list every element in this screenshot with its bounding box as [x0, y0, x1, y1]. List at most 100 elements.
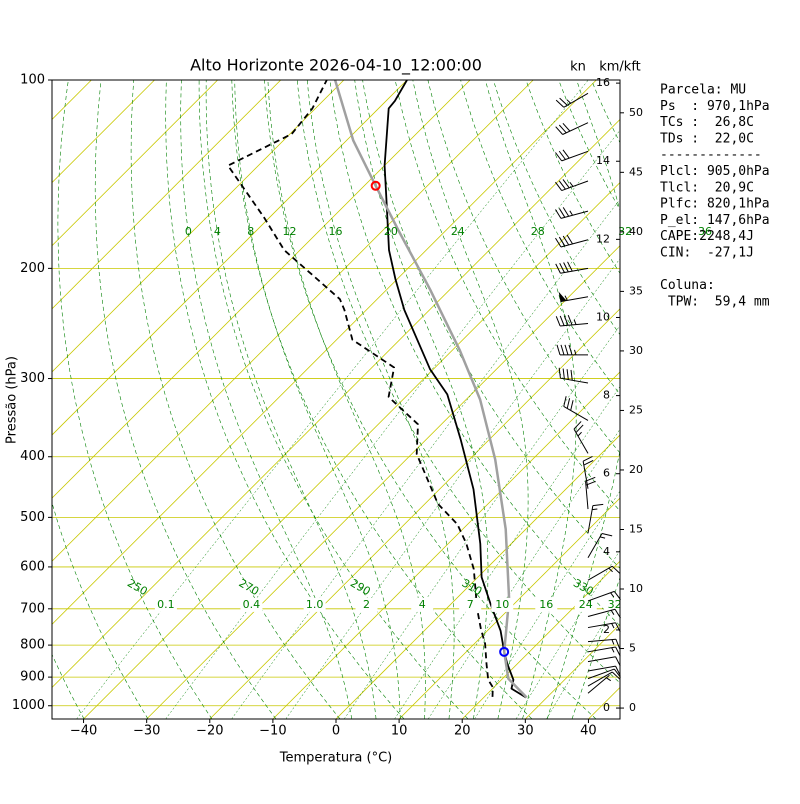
parcel-info-line: Coluna:: [660, 278, 715, 293]
mixing-ratio-label: 2: [363, 598, 370, 611]
y-tick-label: 400: [20, 449, 45, 464]
km-tick-label: 4: [603, 545, 610, 558]
barb-half: [612, 640, 614, 645]
barb-staff: [588, 647, 616, 652]
barb-staff: [588, 639, 616, 641]
wind-axis-label: kn: [570, 60, 586, 75]
mixing-ratio-label: 10: [495, 598, 509, 611]
barb-full: [563, 207, 568, 216]
km-tick-label: 0: [603, 701, 610, 714]
moist-adiabat: [485, 80, 576, 719]
dry-adiabat: [265, 80, 597, 719]
barb-full: [555, 209, 560, 218]
mixing-ratio-label: 7: [467, 598, 474, 611]
kft-tick-label: 25: [629, 403, 643, 416]
kft-tick-label: 40: [629, 225, 643, 238]
dry-adiabat-label: 270: [237, 577, 262, 599]
dry-adiabat-label: 290: [348, 577, 373, 599]
isotherm: [0, 80, 407, 719]
kft-tick-label: 50: [629, 106, 643, 119]
parcel-info-line: Parcela: MU: [660, 83, 746, 98]
barb-full: [593, 504, 603, 505]
barb-full: [564, 396, 566, 406]
isotherm: [20, 80, 659, 719]
wind-barb: [556, 123, 588, 135]
barb-staff: [588, 533, 602, 557]
barb-staff: [588, 623, 616, 628]
parcel-info-line: Plcl: 905,0hPa: [660, 164, 770, 179]
dry-adiabat: [131, 80, 340, 719]
kft-tick-label: 10: [629, 582, 643, 595]
barb-half: [592, 509, 597, 510]
moist-adiabat: [547, 80, 634, 719]
barb-full: [560, 316, 564, 326]
barb-half: [570, 211, 573, 215]
x-axis-label: Temperatura (°C): [279, 751, 392, 766]
parcel-info-line: TPW: 59,4 mm: [660, 294, 770, 309]
barb-staff: [560, 268, 588, 273]
y-tick-label: 500: [20, 510, 45, 525]
moist-adiabat-label: 28: [531, 225, 545, 238]
y-tick-label: 100: [20, 73, 45, 88]
dry-adiabat: [199, 80, 468, 719]
moist-adiabat-label: 16: [329, 225, 343, 238]
parcel-info-line: TCs : 26,8C: [660, 115, 754, 130]
mixing-ratio-label: 16: [539, 598, 553, 611]
y-tick-label: 1000: [12, 698, 45, 713]
moist-adiabat: [206, 80, 376, 719]
moist-adiabat-label: 24: [451, 225, 465, 238]
wind-barb: [555, 235, 588, 247]
wind-barb: [556, 93, 588, 107]
moist-adiabat-label: 0: [185, 225, 192, 238]
parcel-info-line: P_el: 147,6hPa: [660, 213, 770, 228]
barb-staff: [588, 506, 593, 534]
kft-tick-label: 0: [629, 701, 636, 714]
barb-half: [600, 537, 605, 538]
isotherm: [0, 80, 470, 719]
x-tick-label: −30: [133, 724, 160, 739]
moist-adiabat: [181, 80, 352, 719]
wind-barb: [555, 150, 588, 161]
barb-full: [563, 236, 568, 245]
mixing-ratio-line: [166, 80, 660, 719]
parcel-info-line: CIN: -27,1J: [660, 246, 754, 261]
wind-barb: [559, 368, 588, 383]
isotherm: [0, 80, 155, 719]
wind-barb: [557, 345, 588, 355]
barb-full: [560, 263, 565, 272]
kft-tick-label: 5: [629, 642, 636, 655]
x-tick-label: 10: [391, 724, 408, 739]
chart-title: Alto Horizonte 2026-04-10_12:00:00: [190, 56, 482, 76]
y-tick-label: 600: [20, 559, 45, 574]
barb-half: [611, 593, 614, 597]
isotherm: [0, 80, 281, 719]
moist-adiabat: [235, 80, 401, 719]
barb-half: [578, 432, 582, 436]
barb-full: [557, 345, 560, 355]
barb-full: [567, 235, 572, 244]
barb-full: [563, 369, 564, 379]
km-tick-label: 10: [596, 310, 610, 323]
wind-barb: [588, 504, 603, 533]
overlay: 1002003004005006007008009001000−40−30−20…: [12, 73, 712, 739]
parcel-info-line: -------------: [660, 148, 762, 163]
y-tick-label: 700: [20, 601, 45, 616]
y-tick-label: 300: [20, 371, 45, 386]
barb-half: [574, 320, 576, 325]
moist-adiabat-label: 8: [247, 225, 254, 238]
wind-barb: [574, 421, 588, 453]
moist-adiabat: [268, 80, 425, 719]
mixing-ratio-label: 0.4: [243, 598, 261, 611]
barb-half: [612, 648, 614, 653]
barb-full: [568, 315, 572, 325]
x-tick-label: 40: [580, 724, 597, 739]
barb-staff: [560, 324, 588, 326]
x-tick-label: −40: [70, 724, 97, 739]
wind-barb: [588, 566, 620, 580]
dry-adiabat-label: 250: [125, 577, 150, 599]
km-tick-label: 14: [596, 154, 610, 167]
y-axis-label: Pressão (hPa): [5, 356, 20, 444]
mixing-ratio-label: 0.1: [157, 598, 175, 611]
